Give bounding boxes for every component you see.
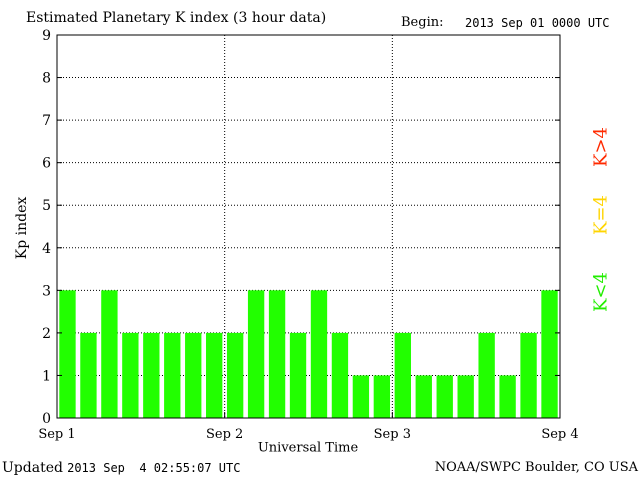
legend-k-less-4-label: K<4 — [590, 272, 612, 312]
footer-updated: Updated 2013 Sep 4 02:55:07 UTC — [2, 460, 240, 476]
footer-source: NOAA/SWPC Boulder, CO USA — [434, 460, 638, 475]
updated-label: Updated — [2, 460, 63, 476]
y-tick-label: 3 — [42, 283, 51, 299]
kp-bar — [478, 332, 495, 418]
y-tick-label: 2 — [42, 326, 51, 342]
legend-k-equal-4: K=4 — [591, 195, 612, 235]
y-tick-label: 8 — [42, 71, 51, 87]
y-axis-label: Kp index — [14, 196, 30, 260]
x-tick-label: Sep 1 — [38, 427, 75, 442]
kp-bar — [122, 332, 139, 418]
legend-k-less-4: K<4 — [591, 272, 612, 312]
legend-k-equal-4-label: K=4 — [590, 195, 612, 235]
kp-bar — [331, 332, 349, 418]
kp-bar — [520, 332, 537, 418]
y-axis-ticks: 0 1 2 3 4 5 6 7 8 9 — [42, 28, 560, 427]
kp-bar — [59, 290, 76, 418]
y-tick-label: 1 — [42, 368, 51, 384]
kp-bar — [226, 332, 244, 418]
y-tick-label: 9 — [42, 28, 51, 44]
y-tick-label: 7 — [42, 113, 51, 129]
kp-bar — [415, 375, 432, 418]
kp-bar — [394, 332, 411, 418]
kp-bar — [164, 332, 181, 418]
y-tick-label: 5 — [42, 198, 51, 214]
kp-bar — [352, 375, 370, 418]
legend-k-greater-4: K>4 — [591, 127, 612, 167]
legend-k-greater-4-label: K>4 — [590, 127, 612, 167]
x-axis-ticks: Sep 1 Sep 2 Sep 3 Sep 4 — [38, 412, 579, 442]
x-axis-label: Universal Time — [257, 440, 359, 456]
grid-lines — [57, 35, 560, 418]
kp-bar — [436, 375, 453, 418]
kp-bar — [143, 332, 160, 418]
begin-label: Begin: — [401, 15, 444, 30]
kp-bar — [185, 332, 202, 418]
kp-bar — [499, 375, 516, 418]
bars — [59, 290, 558, 418]
kp-bar — [80, 332, 97, 418]
kp-bar — [101, 290, 118, 418]
plot-frame — [56, 34, 561, 419]
y-tick-label: 4 — [42, 241, 51, 257]
x-tick-label: Sep 4 — [541, 427, 578, 442]
kp-bar — [541, 290, 558, 418]
y-tick-label: 6 — [42, 156, 51, 172]
x-tick-label: Sep 3 — [374, 427, 411, 442]
begin-value: 2013 Sep 01 0000 UTC — [465, 16, 610, 30]
y-tick-label: 0 — [42, 411, 51, 427]
kp-bar — [268, 290, 286, 418]
chart-title: Estimated Planetary K index (3 hour data… — [26, 10, 327, 26]
updated-value: 2013 Sep 4 02:55:07 UTC — [67, 461, 241, 475]
kp-bar — [373, 375, 391, 418]
x-tick-label: Sep 2 — [206, 427, 243, 442]
kp-bar — [310, 290, 328, 418]
kp-bar — [247, 290, 265, 418]
kp-bar — [457, 375, 474, 418]
kp-bar — [289, 332, 307, 418]
kp-bar — [206, 332, 223, 418]
